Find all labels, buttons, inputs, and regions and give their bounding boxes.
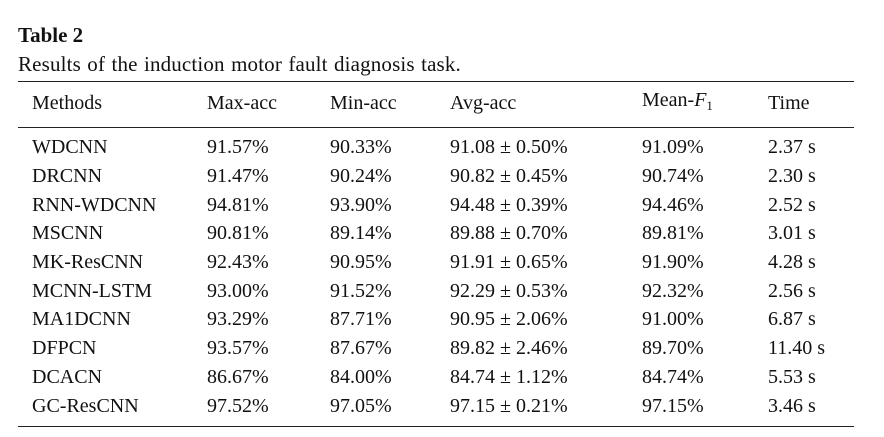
cell-time: 3.01 s [768,222,816,245]
table-body: WDCNN 91.57% 90.33% 91.08 ± 0.50% 91.09%… [18,128,854,427]
cell-time: 2.37 s [768,136,816,159]
table-header: Methods Max-acc Min-acc Avg-acc Mean-F1 … [18,81,854,128]
header-mean-f1-subscript: 1 [706,98,713,113]
table-row: DCACN 86.67% 84.00% 84.74 ± 1.12% 84.74%… [18,363,854,392]
cell-max-acc: 91.57% [207,136,269,159]
cell-min-acc: 87.71% [330,308,392,331]
table-row: DFPCN 93.57% 87.67% 89.82 ± 2.46% 89.70%… [18,334,854,363]
header-time: Time [768,92,810,114]
header-mean-f1-prefix: Mean- [642,89,695,111]
cell-max-acc: 94.81% [207,193,269,216]
cell-max-acc: 93.57% [207,337,269,360]
cell-avg-acc: 89.88 ± 0.70% [450,222,568,245]
cell-min-acc: 87.67% [330,337,392,360]
cell-min-acc: 89.14% [330,222,392,245]
cell-time: 3.46 s [768,394,816,417]
table-row: GC-ResCNN 97.52% 97.05% 97.15 ± 0.21% 97… [18,391,854,427]
cell-max-acc: 93.00% [207,279,269,302]
table-row: MK-ResCNN 92.43% 90.95% 91.91 ± 0.65% 91… [18,248,854,277]
cell-mean-f1: 90.74% [642,165,704,188]
cell-max-acc: 90.81% [207,222,269,245]
cell-method: RNN-WDCNN [32,193,157,216]
cell-avg-acc: 94.48 ± 0.39% [450,193,568,216]
cell-method: WDCNN [32,136,108,159]
header-mean-f1-symbol: F [694,89,707,111]
cell-avg-acc: 90.82 ± 0.45% [450,165,568,188]
table-caption: Results of the induction motor fault dia… [18,52,461,76]
cell-min-acc: 90.24% [330,165,392,188]
cell-time: 11.40 s [768,337,826,360]
cell-avg-acc: 92.29 ± 0.53% [450,279,568,302]
cell-avg-acc: 91.91 ± 0.65% [450,251,568,274]
header-methods: Methods [32,92,102,114]
cell-time: 2.56 s [768,279,816,302]
header-avg-acc: Avg-acc [450,92,517,114]
cell-mean-f1: 91.00% [642,308,704,331]
cell-avg-acc: 90.95 ± 2.06% [450,308,568,331]
cell-mean-f1: 89.81% [642,222,704,245]
table-row: MSCNN 90.81% 89.14% 89.88 ± 0.70% 89.81%… [18,219,854,248]
cell-max-acc: 92.43% [207,251,269,274]
cell-mean-f1: 94.46% [642,193,704,216]
cell-mean-f1: 92.32% [642,279,704,302]
cell-min-acc: 97.05% [330,394,392,417]
cell-min-acc: 90.95% [330,251,392,274]
header-min-acc: Min-acc [330,92,397,114]
cell-mean-f1: 89.70% [642,337,704,360]
cell-time: 2.52 s [768,193,816,216]
cell-method: MK-ResCNN [32,251,144,274]
cell-time: 5.53 s [768,365,816,388]
cell-avg-acc: 84.74 ± 1.12% [450,365,568,388]
cell-min-acc: 91.52% [330,279,392,302]
cell-mean-f1: 91.90% [642,251,704,274]
cell-method: DFPCN [32,337,97,360]
cell-min-acc: 93.90% [330,193,392,216]
header-mean-f1: Mean-F1 [642,82,768,128]
cell-method: DRCNN [32,165,103,188]
table-row: WDCNN 91.57% 90.33% 91.08 ± 0.50% 91.09%… [18,128,854,162]
cell-avg-acc: 89.82 ± 2.46% [450,337,568,360]
cell-time: 6.87 s [768,308,816,331]
table-row: MA1DCNN 93.29% 87.71% 90.95 ± 2.06% 91.0… [18,305,854,334]
cell-max-acc: 86.67% [207,365,269,388]
header-max-acc: Max-acc [207,92,277,114]
table-row: MCNN-LSTM 93.00% 91.52% 92.29 ± 0.53% 92… [18,276,854,305]
cell-time: 4.28 s [768,251,816,274]
cell-min-acc: 84.00% [330,365,392,388]
cell-method: MCNN-LSTM [32,279,153,302]
cell-method: DCACN [32,365,103,388]
cell-mean-f1: 84.74% [642,365,704,388]
table-row: RNN-WDCNN 94.81% 93.90% 94.48 ± 0.39% 94… [18,190,854,219]
cell-avg-acc: 97.15 ± 0.21% [450,394,568,417]
header-row: Methods Max-acc Min-acc Avg-acc Mean-F1 … [18,81,854,128]
cell-method: MSCNN [32,222,104,245]
cell-avg-acc: 91.08 ± 0.50% [450,136,568,159]
cell-mean-f1: 91.09% [642,136,704,159]
cell-min-acc: 90.33% [330,136,392,159]
cell-time: 2.30 s [768,165,816,188]
table-label: Table 2 [18,23,84,47]
cell-method: MA1DCNN [32,308,131,331]
table-row: DRCNN 91.47% 90.24% 90.82 ± 0.45% 90.74%… [18,162,854,191]
cell-max-acc: 97.52% [207,394,269,417]
cell-method: GC-ResCNN [32,394,139,417]
results-table: Methods Max-acc Min-acc Avg-acc Mean-F1 … [18,81,854,427]
cell-mean-f1: 97.15% [642,394,704,417]
cell-max-acc: 91.47% [207,165,269,188]
cell-max-acc: 93.29% [207,308,269,331]
